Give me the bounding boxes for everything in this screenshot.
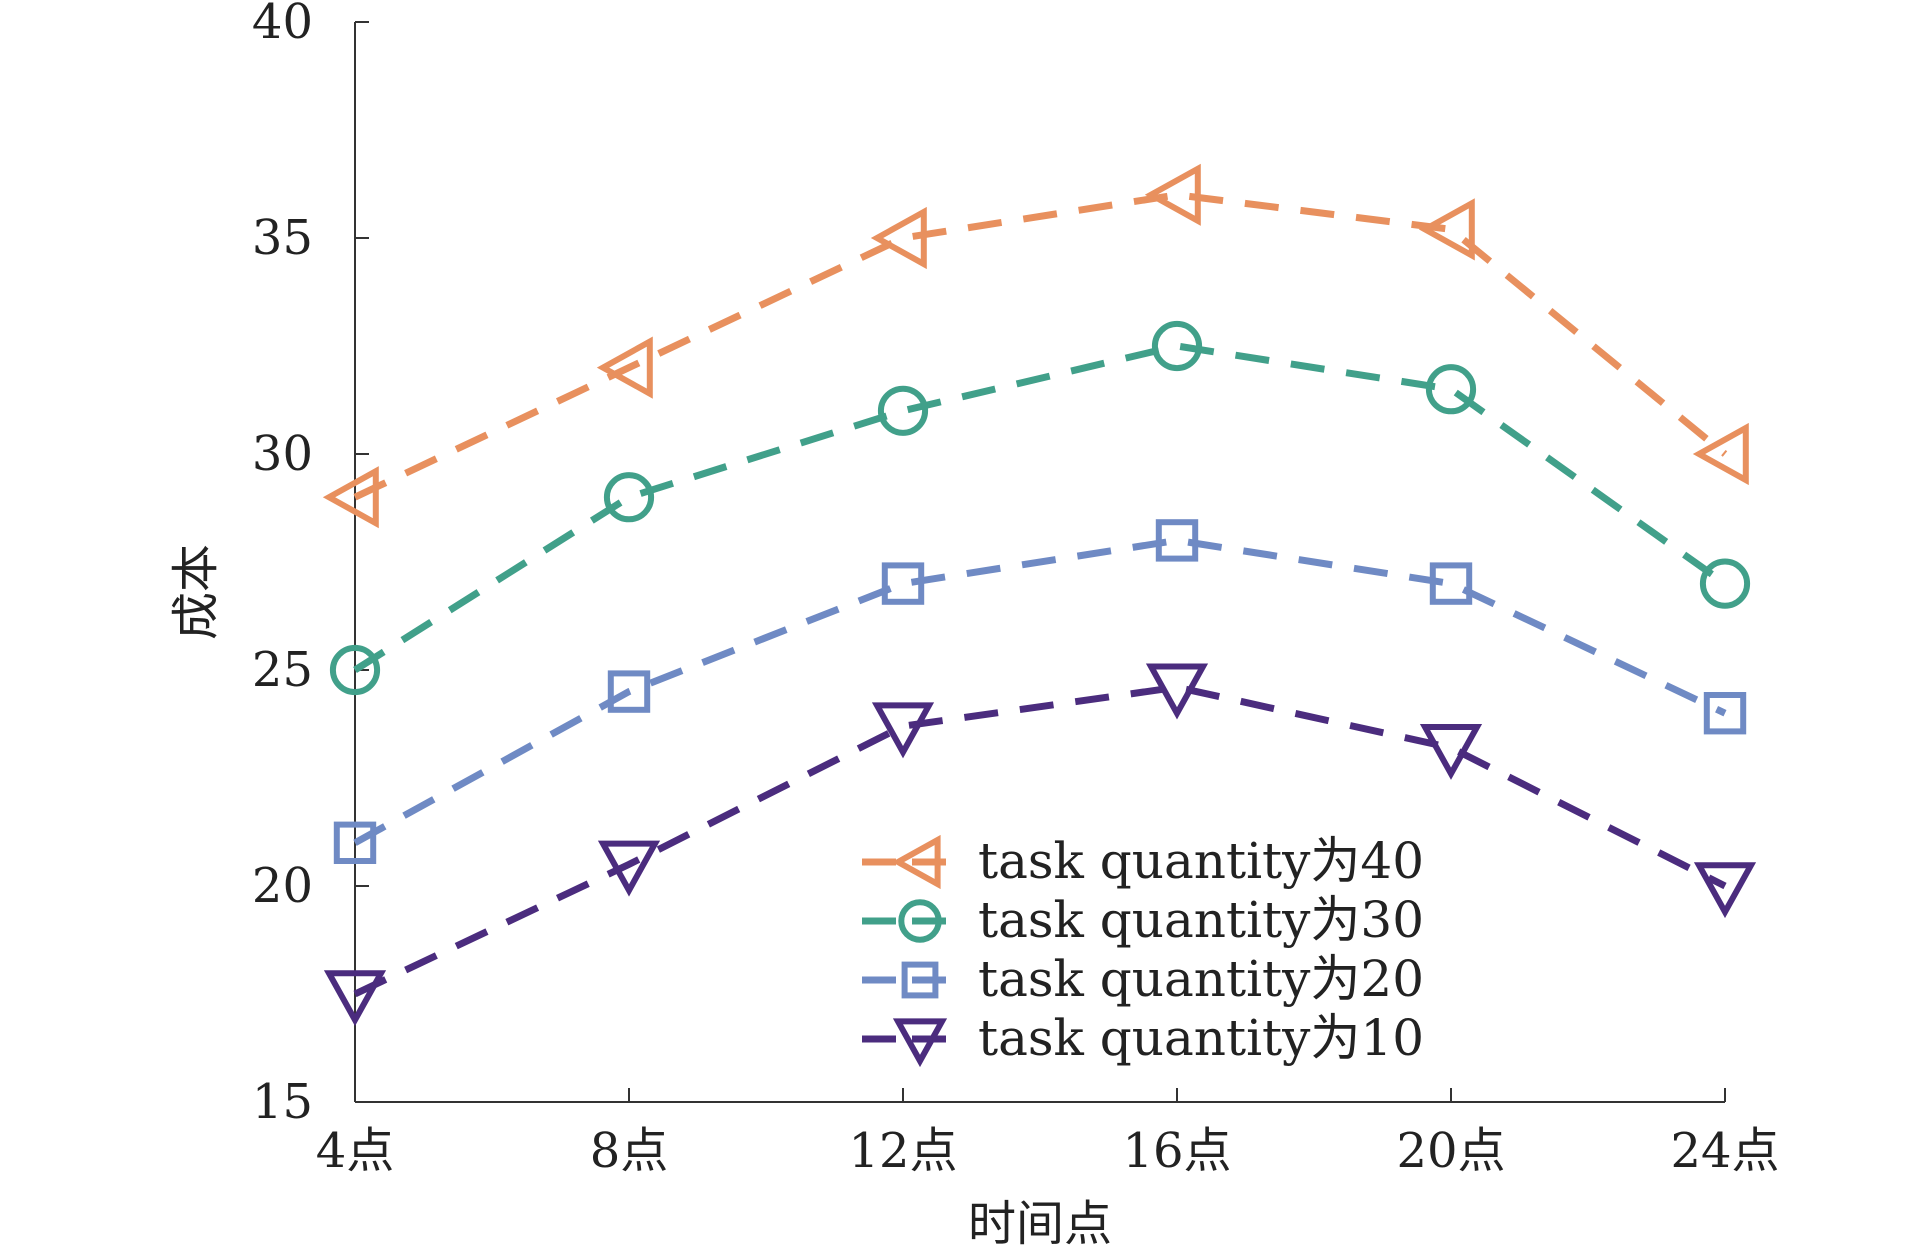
data-point (1693, 862, 1757, 919)
data-point (603, 472, 655, 523)
data-point (597, 840, 661, 897)
legend-marker (898, 899, 942, 943)
data-point (871, 702, 935, 759)
data-point (1151, 320, 1203, 372)
y-tick-label: 40 (252, 0, 313, 50)
data-point (1155, 519, 1199, 562)
x-tick-label: 16点 (1122, 1123, 1231, 1179)
data-point (1419, 723, 1483, 780)
series-1 (322, 163, 1749, 529)
legend-item: task quantity为20 (862, 950, 1424, 1008)
legend-marker (891, 834, 941, 890)
x-axis-label: 时间点 (968, 1196, 1112, 1252)
data-point (333, 821, 377, 864)
legend-item: task quantity为10 (862, 1009, 1424, 1068)
series-line (353, 536, 1727, 846)
data-point (1703, 692, 1747, 735)
data-point (877, 385, 929, 436)
y-tick-label: 35 (252, 210, 313, 266)
series-line (353, 683, 1727, 998)
y-tick-label: 15 (252, 1074, 313, 1130)
legend-item: task quantity为40 (862, 832, 1424, 890)
data-point (870, 206, 927, 270)
data-point (881, 562, 925, 605)
data-point (596, 336, 653, 399)
series-line (353, 191, 1728, 501)
series-layer (322, 163, 1757, 1027)
legend-item: task quantity为30 (862, 891, 1424, 949)
data-point (323, 970, 387, 1027)
axes: 15 20 25 30 35 40 4点 8点 12点 16点 20点 24点 (252, 0, 1780, 1179)
data-point (1418, 198, 1475, 261)
x-tick-label: 4点 (316, 1123, 395, 1179)
series-4 (323, 663, 1757, 1027)
x-tick-label: 24点 (1670, 1123, 1779, 1179)
data-point (1692, 422, 1749, 486)
data-point (329, 644, 381, 696)
x-tick-label: 20点 (1396, 1123, 1505, 1179)
x-tick-label: 8点 (590, 1123, 669, 1179)
series-line (353, 342, 1728, 673)
data-point (607, 670, 651, 713)
y-axis-label: 成本 (168, 544, 224, 640)
x-tick-label: 12点 (848, 1123, 957, 1179)
series-3 (333, 519, 1747, 864)
legend-label: task quantity为40 (978, 832, 1424, 890)
data-point (1144, 163, 1201, 226)
y-tick-label: 20 (252, 858, 313, 914)
y-tick-label: 25 (252, 642, 313, 698)
legend-marker (892, 1018, 948, 1068)
legend-marker (901, 961, 939, 999)
y-tick-label: 30 (252, 426, 313, 482)
data-point (1425, 364, 1477, 415)
legend-label: task quantity为20 (978, 950, 1424, 1008)
data-point (1429, 562, 1473, 605)
legend-label: task quantity为30 (978, 891, 1424, 949)
data-point (1699, 558, 1751, 609)
legend-label: task quantity为10 (978, 1009, 1424, 1067)
data-point (1145, 663, 1209, 720)
data-point (322, 466, 379, 529)
series-2 (329, 320, 1751, 696)
